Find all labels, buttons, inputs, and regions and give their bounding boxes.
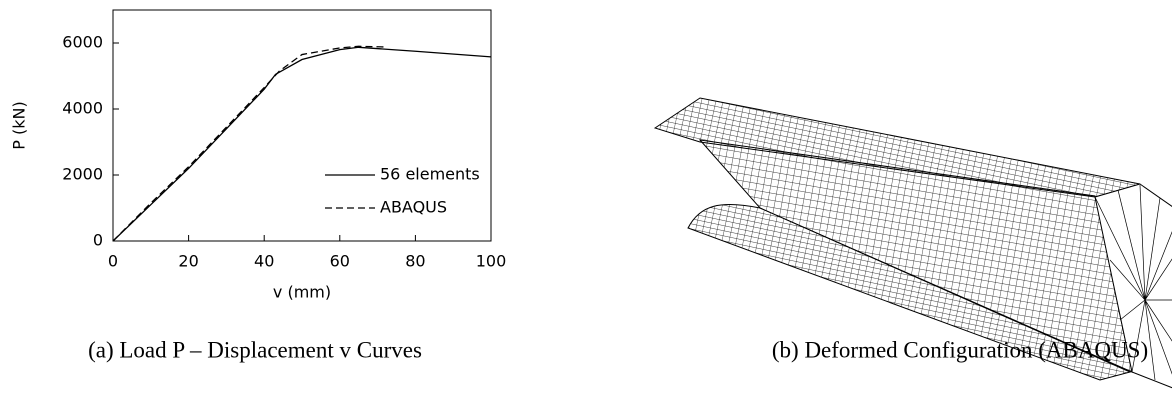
x-tick-label: 40	[254, 252, 274, 271]
x-tick-label: 80	[405, 252, 425, 271]
x-axis-label: v (mm)	[273, 283, 331, 302]
y-tick-label: 0	[93, 231, 103, 250]
legend-label: ABAQUS	[380, 198, 447, 217]
figure: 0 2000 4000 6000 0 20 40 60 80 100 v (mm) P (kN) 56 …	[0, 0, 1172, 394]
y-axis-label: P (kN)	[10, 101, 29, 149]
y-tick-label: 6000	[62, 33, 103, 52]
x-tick-label: 60	[330, 252, 350, 271]
caption: (a) Load P – Displacement v Curves	[88, 337, 422, 362]
x-tick-label: 20	[178, 252, 198, 271]
x-tick-label: 0	[108, 252, 118, 271]
y-tick-label: 2000	[62, 165, 103, 184]
x-tick-label: 100	[476, 252, 507, 271]
series-line	[113, 46, 385, 241]
caption: (b) Deformed Configuration (ABAQUS)	[772, 337, 1148, 362]
legend-label: 56 elements	[380, 165, 480, 184]
y-tick-label: 4000	[62, 99, 103, 118]
plot: 0 2000 4000 6000 0 20 40 60 80 100 v (mm) P (kN) 56 …	[10, 10, 507, 302]
